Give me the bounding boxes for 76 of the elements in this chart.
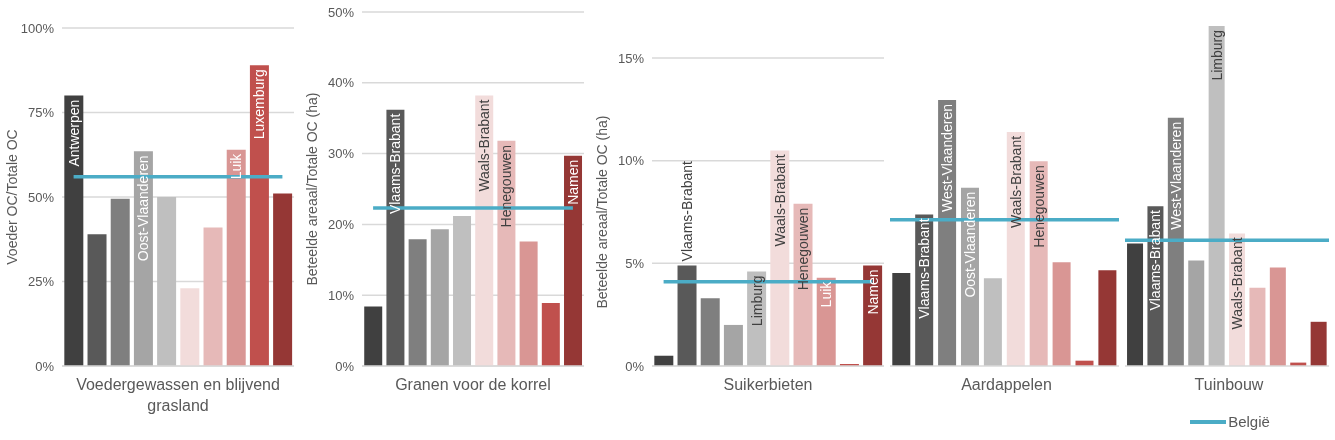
bar [892, 272, 911, 366]
bar [983, 278, 1002, 366]
x-tick-label: Limburg [1208, 30, 1225, 81]
bar [700, 298, 720, 366]
x-tick-label: Oost-Vlaanderen [135, 155, 152, 262]
x-axis-title: Suikerbieten [722, 375, 814, 395]
x-tick-label: Vlaams-Brabant [679, 160, 696, 262]
y-tick-label: 0% [335, 358, 355, 374]
bar [1127, 243, 1144, 366]
x-tick-label: Namen [864, 269, 881, 315]
y-tick-label: 0% [35, 358, 55, 374]
bar [564, 155, 583, 366]
x-tick-label: Luik [818, 280, 835, 308]
y-tick-label: 50% [327, 4, 355, 20]
bar [273, 193, 293, 366]
bar [1188, 260, 1205, 366]
bar [453, 215, 472, 366]
bar [723, 324, 743, 366]
bar [180, 288, 200, 366]
x-tick-label: Vlaams-Brabant [387, 113, 404, 215]
bar [1098, 270, 1117, 366]
x-tick-label: West-Vlaanderen [1167, 121, 1184, 230]
y-axis-title: Voeder OC/Totale OC [4, 129, 20, 265]
y-tick-label: 75% [27, 105, 55, 121]
x-axis-title: Aardappelen [960, 375, 1053, 395]
bar [64, 95, 84, 366]
bar [364, 306, 383, 366]
bar [110, 198, 130, 366]
x-tick-label: Waals-Brabant [476, 99, 493, 192]
x-tick-label: West-Vlaanderen [939, 104, 956, 212]
x-axis-title: Tuinbouw [1193, 375, 1265, 395]
bar [157, 197, 177, 366]
bar [249, 65, 269, 366]
bar [1249, 287, 1266, 366]
x-tick-label: Waals-Brabant [1229, 237, 1246, 330]
y-axis-title: Beteelde areaal/Totale OC (ha) [594, 115, 610, 309]
x-tick-label: Vlaams-Brabant [1147, 210, 1164, 311]
x-axis-title: Voedergewassen en blijvend grasland [75, 375, 281, 416]
y-tick-label: 10% [617, 153, 645, 169]
y-tick-label: 40% [327, 75, 355, 91]
x-axis-title: Granen voor de korrel [394, 375, 552, 395]
y-tick-label: 0% [625, 358, 645, 374]
x-tick-label: Henegouwen [795, 207, 812, 291]
y-tick-label: 5% [625, 255, 645, 271]
bar [1052, 262, 1071, 366]
legend-label: België [1227, 413, 1270, 430]
bar [677, 265, 697, 366]
y-tick-label: 30% [327, 146, 355, 162]
y-tick-label: 25% [27, 274, 55, 290]
bar [1269, 267, 1286, 366]
y-tick-label: 20% [327, 217, 355, 233]
y-tick-label: 10% [327, 287, 355, 303]
bar [541, 302, 560, 366]
bar [430, 229, 449, 366]
x-tick-label: Henegouwen [1030, 165, 1047, 248]
bar [1208, 26, 1225, 366]
x-tick-label: Antwerpen [65, 99, 82, 167]
x-tick-label: Vlaams-Brabant [916, 218, 933, 319]
y-tick-label: 100% [20, 20, 55, 36]
bar [226, 149, 246, 366]
bar [87, 234, 107, 366]
x-tick-label: Luxemburg [251, 69, 268, 140]
x-tick-label: Limburg [748, 275, 765, 327]
x-tick-label: Luik [228, 152, 245, 180]
bar [1310, 321, 1327, 366]
y-tick-label: 15% [617, 50, 645, 66]
x-tick-label: Oost-Vlaanderen [961, 191, 978, 298]
y-axis-title: Beteelde areaal/Totale OC (ha) [304, 92, 320, 286]
x-tick-label: Namen [565, 159, 582, 205]
x-tick-label: Henegouwen [498, 144, 515, 228]
x-tick-label: Waals-Brabant [1007, 135, 1024, 228]
bar [408, 239, 427, 366]
bar [203, 227, 223, 366]
x-tick-label: Waals-Brabant [771, 154, 788, 247]
bar [519, 241, 538, 366]
y-tick-label: 50% [27, 189, 55, 205]
